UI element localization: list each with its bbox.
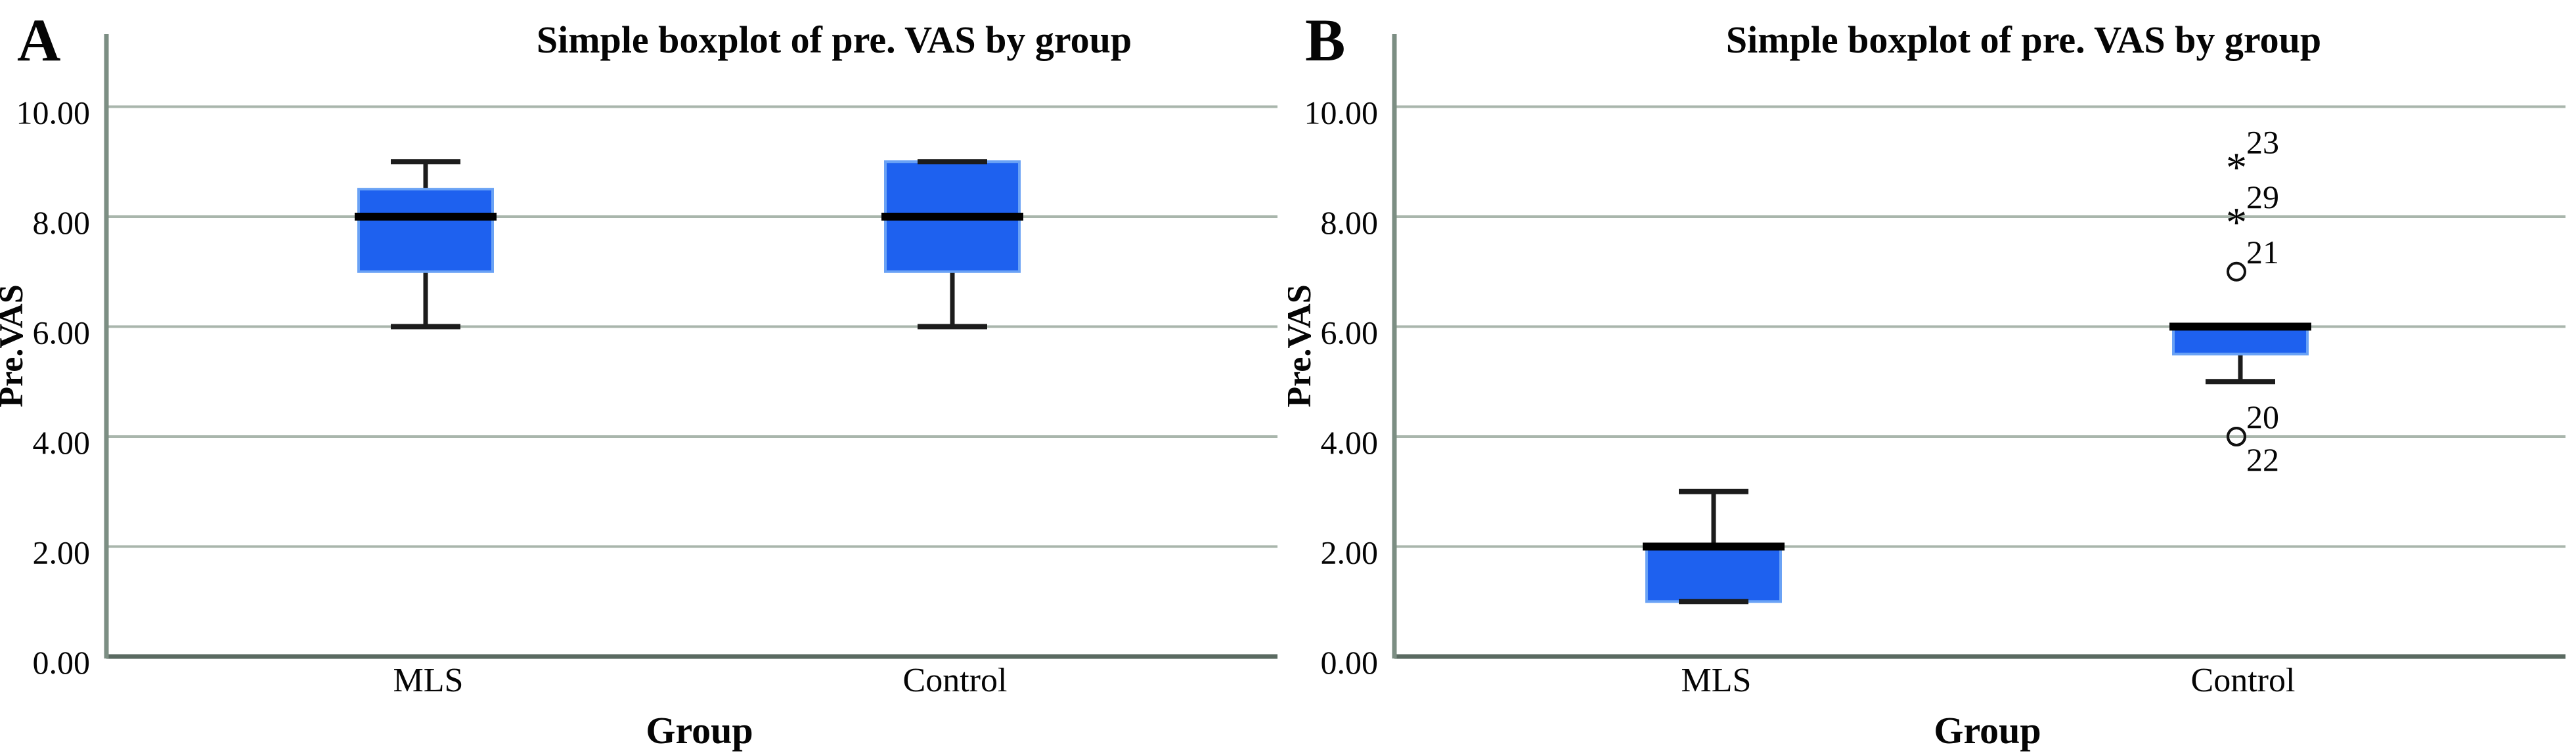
x-axis-title-a: Group	[646, 709, 753, 752]
ytick-label-a-10.00: 10.00	[16, 95, 91, 131]
y-axis-title-b: Pre.VAS	[1288, 284, 1318, 407]
ytick-label-a-0.00: 0.00	[33, 644, 91, 681]
xtick-label-a-control: Control	[903, 662, 1008, 699]
panel-letter-a: A	[17, 7, 60, 74]
outlier-case-label-b-29: 29	[2246, 179, 2279, 215]
ytick-label-b-4.00: 4.00	[1321, 424, 1379, 461]
lower-whisker-cap-a-mls	[391, 324, 460, 330]
ytick-label-b-8.00: 8.00	[1321, 204, 1379, 241]
chart-title-a: Simple boxplot of pre. VAS by group	[537, 18, 1132, 61]
outlier-case-label-b-22: 22	[2246, 441, 2279, 478]
chart-title-b: Simple boxplot of pre. VAS by group	[1726, 18, 2321, 61]
extreme-outlier-asterisk-icon-b-case-29: *	[2226, 199, 2247, 246]
box-a-mls	[357, 188, 494, 273]
median-line-a-control	[881, 213, 1023, 221]
upper-whisker-cap-a-control	[918, 159, 987, 165]
boxplot-svg-a: 0.00 2.00 4.00 6.00 8.00 10.00 MLS Control A Simp…	[0, 7, 1277, 752]
ytick-label-b-6.00: 6.00	[1321, 314, 1379, 351]
x-axis-title-b: Group	[1934, 709, 2041, 752]
median-line-b-mls	[1643, 542, 1785, 551]
extreme-outlier-asterisk-icon-b-case-23: *	[2226, 144, 2247, 190]
lower-whisker-cap-b-control	[2206, 379, 2275, 385]
box-b-mls	[1645, 545, 1782, 603]
lower-whisker-cap-a-control	[918, 324, 987, 330]
ytick-label-a-4.00: 4.00	[33, 424, 91, 461]
median-line-b-control	[2169, 322, 2311, 331]
y-axis-title-a: Pre.VAS	[0, 284, 30, 407]
ytick-label-a-8.00: 8.00	[33, 204, 91, 241]
lower-whisker-cap-b-mls	[1679, 599, 1748, 605]
xtick-label-a-mls: MLS	[393, 662, 464, 699]
box-b-control	[2172, 325, 2309, 356]
ytick-label-b-2.00: 2.00	[1321, 534, 1379, 571]
ytick-label-b-10.00: 10.00	[1304, 95, 1379, 131]
panel-b: 0.00 2.00 4.00 6.00 8.00 10.00 MLS Control * 23 * 2…	[1281, 0, 2576, 755]
ytick-label-a-6.00: 6.00	[33, 314, 91, 351]
panel-a: 0.00 2.00 4.00 6.00 8.00 10.00 MLS Control A Simp…	[0, 7, 1277, 752]
mild-outlier-circle-icon-b-case-21	[2227, 261, 2246, 282]
ytick-label-b-0.00: 0.00	[1321, 644, 1379, 681]
xtick-label-b-mls: MLS	[1681, 662, 1752, 699]
outlier-case-label-b-21: 21	[2246, 234, 2279, 270]
outlier-case-label-b-20: 20	[2246, 399, 2279, 435]
outlier-case-label-b-23: 23	[2246, 123, 2279, 160]
median-line-a-mls	[355, 213, 497, 221]
panel-letter-b: B	[1305, 7, 1345, 74]
ytick-label-a-2.00: 2.00	[33, 534, 91, 571]
upper-whisker-cap-b-mls	[1679, 488, 1748, 494]
upper-whisker-cap-a-mls	[391, 159, 460, 165]
xtick-label-b-control: Control	[2191, 662, 2296, 699]
mild-outlier-circle-icon-b-case-22	[2227, 427, 2246, 446]
